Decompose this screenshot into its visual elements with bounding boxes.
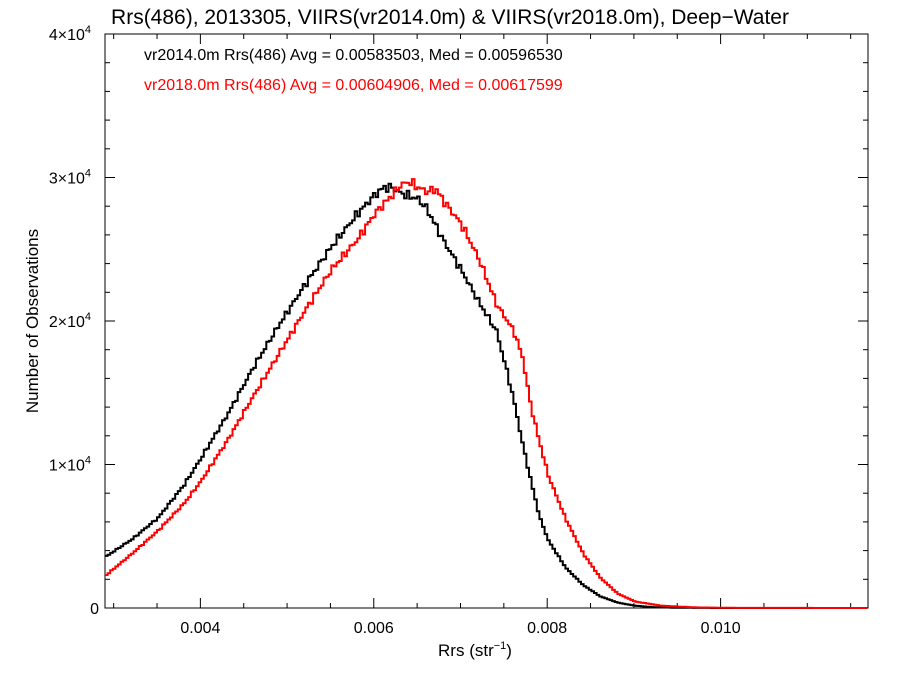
y-tick-label: 1×104 [49, 455, 91, 475]
x-tick-label: 0.004 [180, 620, 220, 637]
x-tick-label: 0.006 [354, 620, 394, 637]
chart-title: Rrs(486), 2013305, VIIRS(vr2014.0m) & VI… [111, 6, 789, 29]
y-axis-label: Number of Observations [23, 229, 42, 413]
series-line-1 [105, 182, 868, 609]
x-tick-label: 0.010 [701, 620, 741, 637]
y-tick-label: 2×104 [49, 311, 91, 331]
x-axis-label: Rrs (str−1) [438, 640, 512, 660]
plot-frame [104, 33, 869, 609]
x-axis: 0.004 0.006 0.008 0.010 [113, 34, 852, 637]
series-line-2 [105, 178, 868, 609]
series-lines [105, 178, 868, 609]
legend-entry-2: vr2018.0m Rrs(486) Avg = 0.00604906, Med… [144, 77, 563, 94]
y-axis: 0 1×104 2×104 3×104 4×104 [49, 24, 868, 618]
x-tick-label: 0.008 [527, 620, 567, 637]
legend-entry-1: vr2014.0m Rrs(486) Avg = 0.00583503, Med… [144, 47, 563, 64]
plot-area-border [104, 33, 869, 609]
y-tick-label: 4×104 [49, 24, 91, 44]
y-tick-label: 3×104 [49, 168, 91, 188]
y-tick-label: 0 [90, 601, 99, 618]
legend: vr2014.0m Rrs(486) Avg = 0.00583503, Med… [144, 47, 563, 94]
